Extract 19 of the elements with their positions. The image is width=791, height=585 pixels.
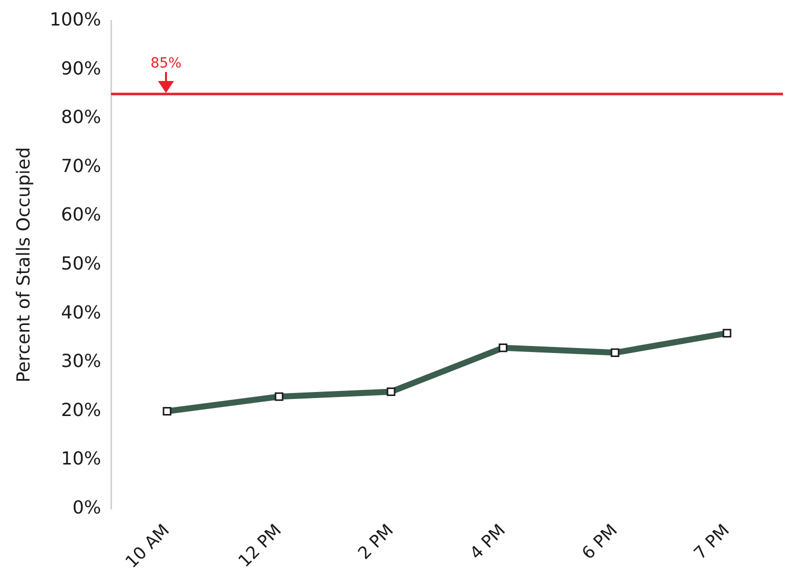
y-tick-label: 100% (50, 9, 102, 30)
x-tick-label: 10 AM (122, 520, 174, 572)
y-axis-title: Percent of Stalls Occupied (13, 147, 34, 383)
y-tick-label: 0% (72, 498, 102, 519)
x-tick-label: 6 PM (578, 520, 622, 564)
y-tick-label: 70% (61, 156, 102, 177)
y-tick-label: 40% (61, 302, 102, 324)
y-tick-label: 80% (61, 107, 102, 128)
ref-line-label: 85% (150, 56, 182, 72)
y-tick-label: 20% (61, 400, 102, 421)
y-tick-label: 60% (61, 204, 102, 226)
y-tick-label: 10% (61, 448, 102, 470)
y-tick-label: 30% (61, 351, 102, 372)
x-tick-label: 4 PM (466, 520, 510, 564)
y-tick-label: 50% (61, 254, 102, 275)
x-tick-label: 2 PM (354, 520, 398, 564)
x-tick-label: 12 PM (234, 520, 286, 572)
y-tick-label: 90% (61, 58, 102, 80)
x-tick-label: 7 PM (690, 520, 734, 564)
